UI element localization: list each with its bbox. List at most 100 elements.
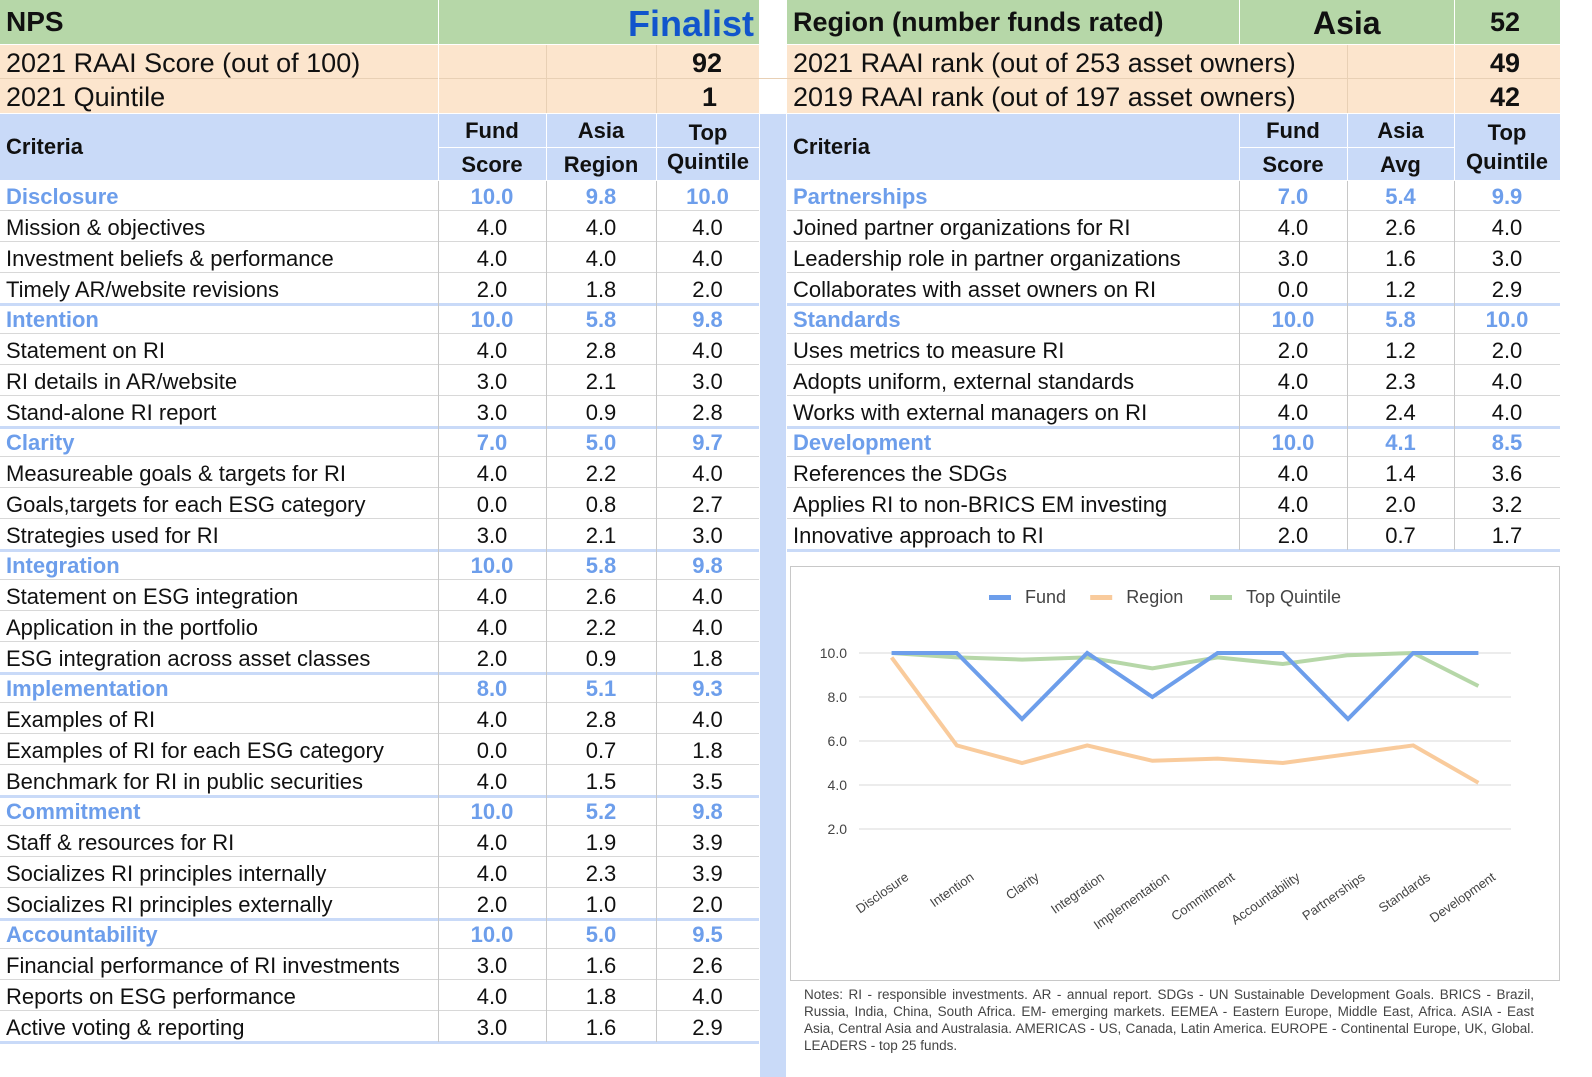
row-divider — [787, 303, 1560, 306]
criteria-label: Statement on RI — [6, 338, 165, 363]
row-divider — [787, 210, 1560, 211]
category-row: Partnerships 7.0 5.4 9.9 — [787, 181, 1560, 211]
row-divider — [0, 856, 759, 857]
region-score: 0.9 — [585, 400, 617, 425]
region-score: 0.7 — [1385, 523, 1416, 548]
row-divider — [0, 518, 759, 519]
top-quintile-score: 4.0 — [692, 615, 723, 640]
criteria-row: Examples of RI 4.0 2.8 4.0 — [0, 703, 759, 734]
row-divider — [787, 549, 1560, 552]
header-region-count-cell — [1455, 0, 1560, 44]
top-quintile-score: 3.0 — [692, 523, 723, 548]
region-score: 1.2 — [1385, 277, 1416, 302]
category-row: Commitment 10.0 5.2 9.8 — [0, 796, 759, 826]
top-quintile-score: 4.0 — [1491, 369, 1523, 394]
category-row: Intention 10.0 5.8 9.8 — [0, 304, 759, 334]
fund-score: 4.0 — [1277, 461, 1309, 486]
quintile-label: 2021 Quintile — [6, 82, 166, 112]
criteria-row: Statement on RI 4.0 2.8 4.0 — [0, 334, 759, 365]
category-row: Integration 10.0 5.8 9.8 — [0, 550, 759, 580]
criteria-row: Financial performance of RI investments 3… — [0, 949, 759, 980]
category-row: Standards 10.0 5.8 10.0 — [787, 304, 1560, 334]
criteria-label: Investment beliefs & performance — [6, 246, 334, 271]
row-divider — [0, 948, 759, 949]
category-label: Accountability — [6, 922, 158, 947]
top-quintile-score: 4.0 — [692, 461, 723, 486]
criteria-label: Strategies used for RI — [6, 523, 219, 548]
criteria-label: Financial performance of RI investments — [6, 953, 400, 978]
row-divider — [787, 241, 1560, 242]
fund-score: 4.0 — [476, 246, 508, 271]
criteria-row: Measureable goals & targets for RI 4.0 2.2… — [0, 457, 759, 488]
top-quintile-score: 3.0 — [1491, 246, 1523, 271]
fund-score: 2.0 — [476, 646, 508, 671]
x-tick-label: Integration — [1048, 869, 1107, 917]
region-score: 0.8 — [585, 492, 617, 517]
category-label: Intention — [6, 307, 99, 332]
top-quintile-score: 1.8 — [692, 646, 723, 671]
fund-score: 4.0 — [476, 338, 508, 363]
criteria-label: Goals,targets for each ESG category — [6, 492, 366, 517]
row-divider — [0, 764, 759, 765]
column-divider — [656, 181, 657, 1042]
row-divider — [787, 364, 1560, 365]
y-tick-label: 6.0 — [828, 733, 848, 749]
region-score: 5.8 — [585, 307, 617, 332]
chart-panel: 10.0 8.0 6.0 4.0 2.0 Disclosure Intention Clari… — [790, 566, 1560, 981]
y-tick-label: 2.0 — [828, 821, 848, 837]
legend-label: Region — [1126, 587, 1183, 607]
category-label: Partnerships — [793, 184, 928, 209]
column-divider — [438, 181, 439, 1042]
right-top-header-1: Top — [1487, 120, 1527, 145]
legend-swatch — [1090, 595, 1113, 600]
fund-score: 10.0 — [470, 184, 514, 209]
fund-score: 4.0 — [476, 584, 508, 609]
criteria-label: Measureable goals & targets for RI — [6, 461, 346, 486]
region-score: 5.8 — [1385, 307, 1416, 332]
top-quintile-score: 4.0 — [692, 707, 723, 732]
top-quintile-score: 3.9 — [692, 830, 723, 855]
right-region-header-1: Asia — [1377, 118, 1424, 143]
row-divider — [0, 887, 759, 888]
row-divider — [787, 456, 1560, 457]
criteria-label: Timely AR/website revisions — [6, 277, 280, 302]
column-divider — [1239, 181, 1240, 550]
fund-score: 4.0 — [476, 615, 508, 640]
top-quintile-score: 4.0 — [1491, 400, 1523, 425]
legend-label: Fund — [1025, 587, 1066, 607]
legend-label: Top Quintile — [1246, 587, 1341, 607]
top-quintile-score: 3.5 — [692, 769, 723, 794]
region-score: 0.7 — [585, 738, 617, 763]
fund-score: 4.0 — [1277, 492, 1309, 517]
fund-score: 4.0 — [476, 984, 508, 1009]
legend-swatch — [989, 595, 1011, 600]
category-row: Disclosure 10.0 9.8 10.0 — [0, 181, 759, 211]
region-score: 2.8 — [585, 338, 617, 363]
criteria-label: Uses metrics to measure RI — [793, 338, 1065, 363]
fund-score: 10.0 — [470, 307, 514, 332]
rank2021-label: 2021 RAAI rank (out of 253 asset owners) — [793, 48, 1296, 78]
criteria-row: Socializes RI principles internally 4.0 2.… — [0, 857, 759, 888]
header-region-value-cell — [1240, 0, 1454, 44]
criteria-row: Leadership role in partner organizations… — [787, 242, 1560, 273]
series-line-fund — [891, 650, 1479, 722]
category-label: Implementation — [6, 676, 169, 701]
top-quintile-score: 2.7 — [692, 492, 723, 517]
criteria-label: Joined partner organizations for RI — [793, 215, 1131, 240]
top-quintile-score: 9.8 — [692, 307, 723, 332]
criteria-row: Active voting & reporting 3.0 1.6 2.9 — [0, 1011, 759, 1042]
top-quintile-score: 10.0 — [686, 184, 729, 209]
quintile-value: 1 — [702, 82, 718, 112]
header-region-label-cell — [787, 0, 1239, 44]
criteria-label: Statement on ESG integration — [6, 584, 299, 609]
fund-score: 10.0 — [1271, 430, 1315, 455]
top-quintile-score: 9.3 — [692, 676, 723, 701]
criteria-label: Mission & objectives — [6, 215, 206, 240]
criteria-label: Works with external managers on RI — [793, 400, 1148, 425]
criteria-row: Investment beliefs & performance 4.0 4.0 4.… — [0, 242, 759, 273]
criteria-row: Stand-alone RI report 3.0 0.9 2.8 — [0, 396, 759, 427]
column-divider — [1454, 181, 1455, 550]
row-divider — [0, 210, 759, 211]
region-score: 2.3 — [585, 861, 617, 886]
rank2021-value: 49 — [1490, 48, 1521, 78]
